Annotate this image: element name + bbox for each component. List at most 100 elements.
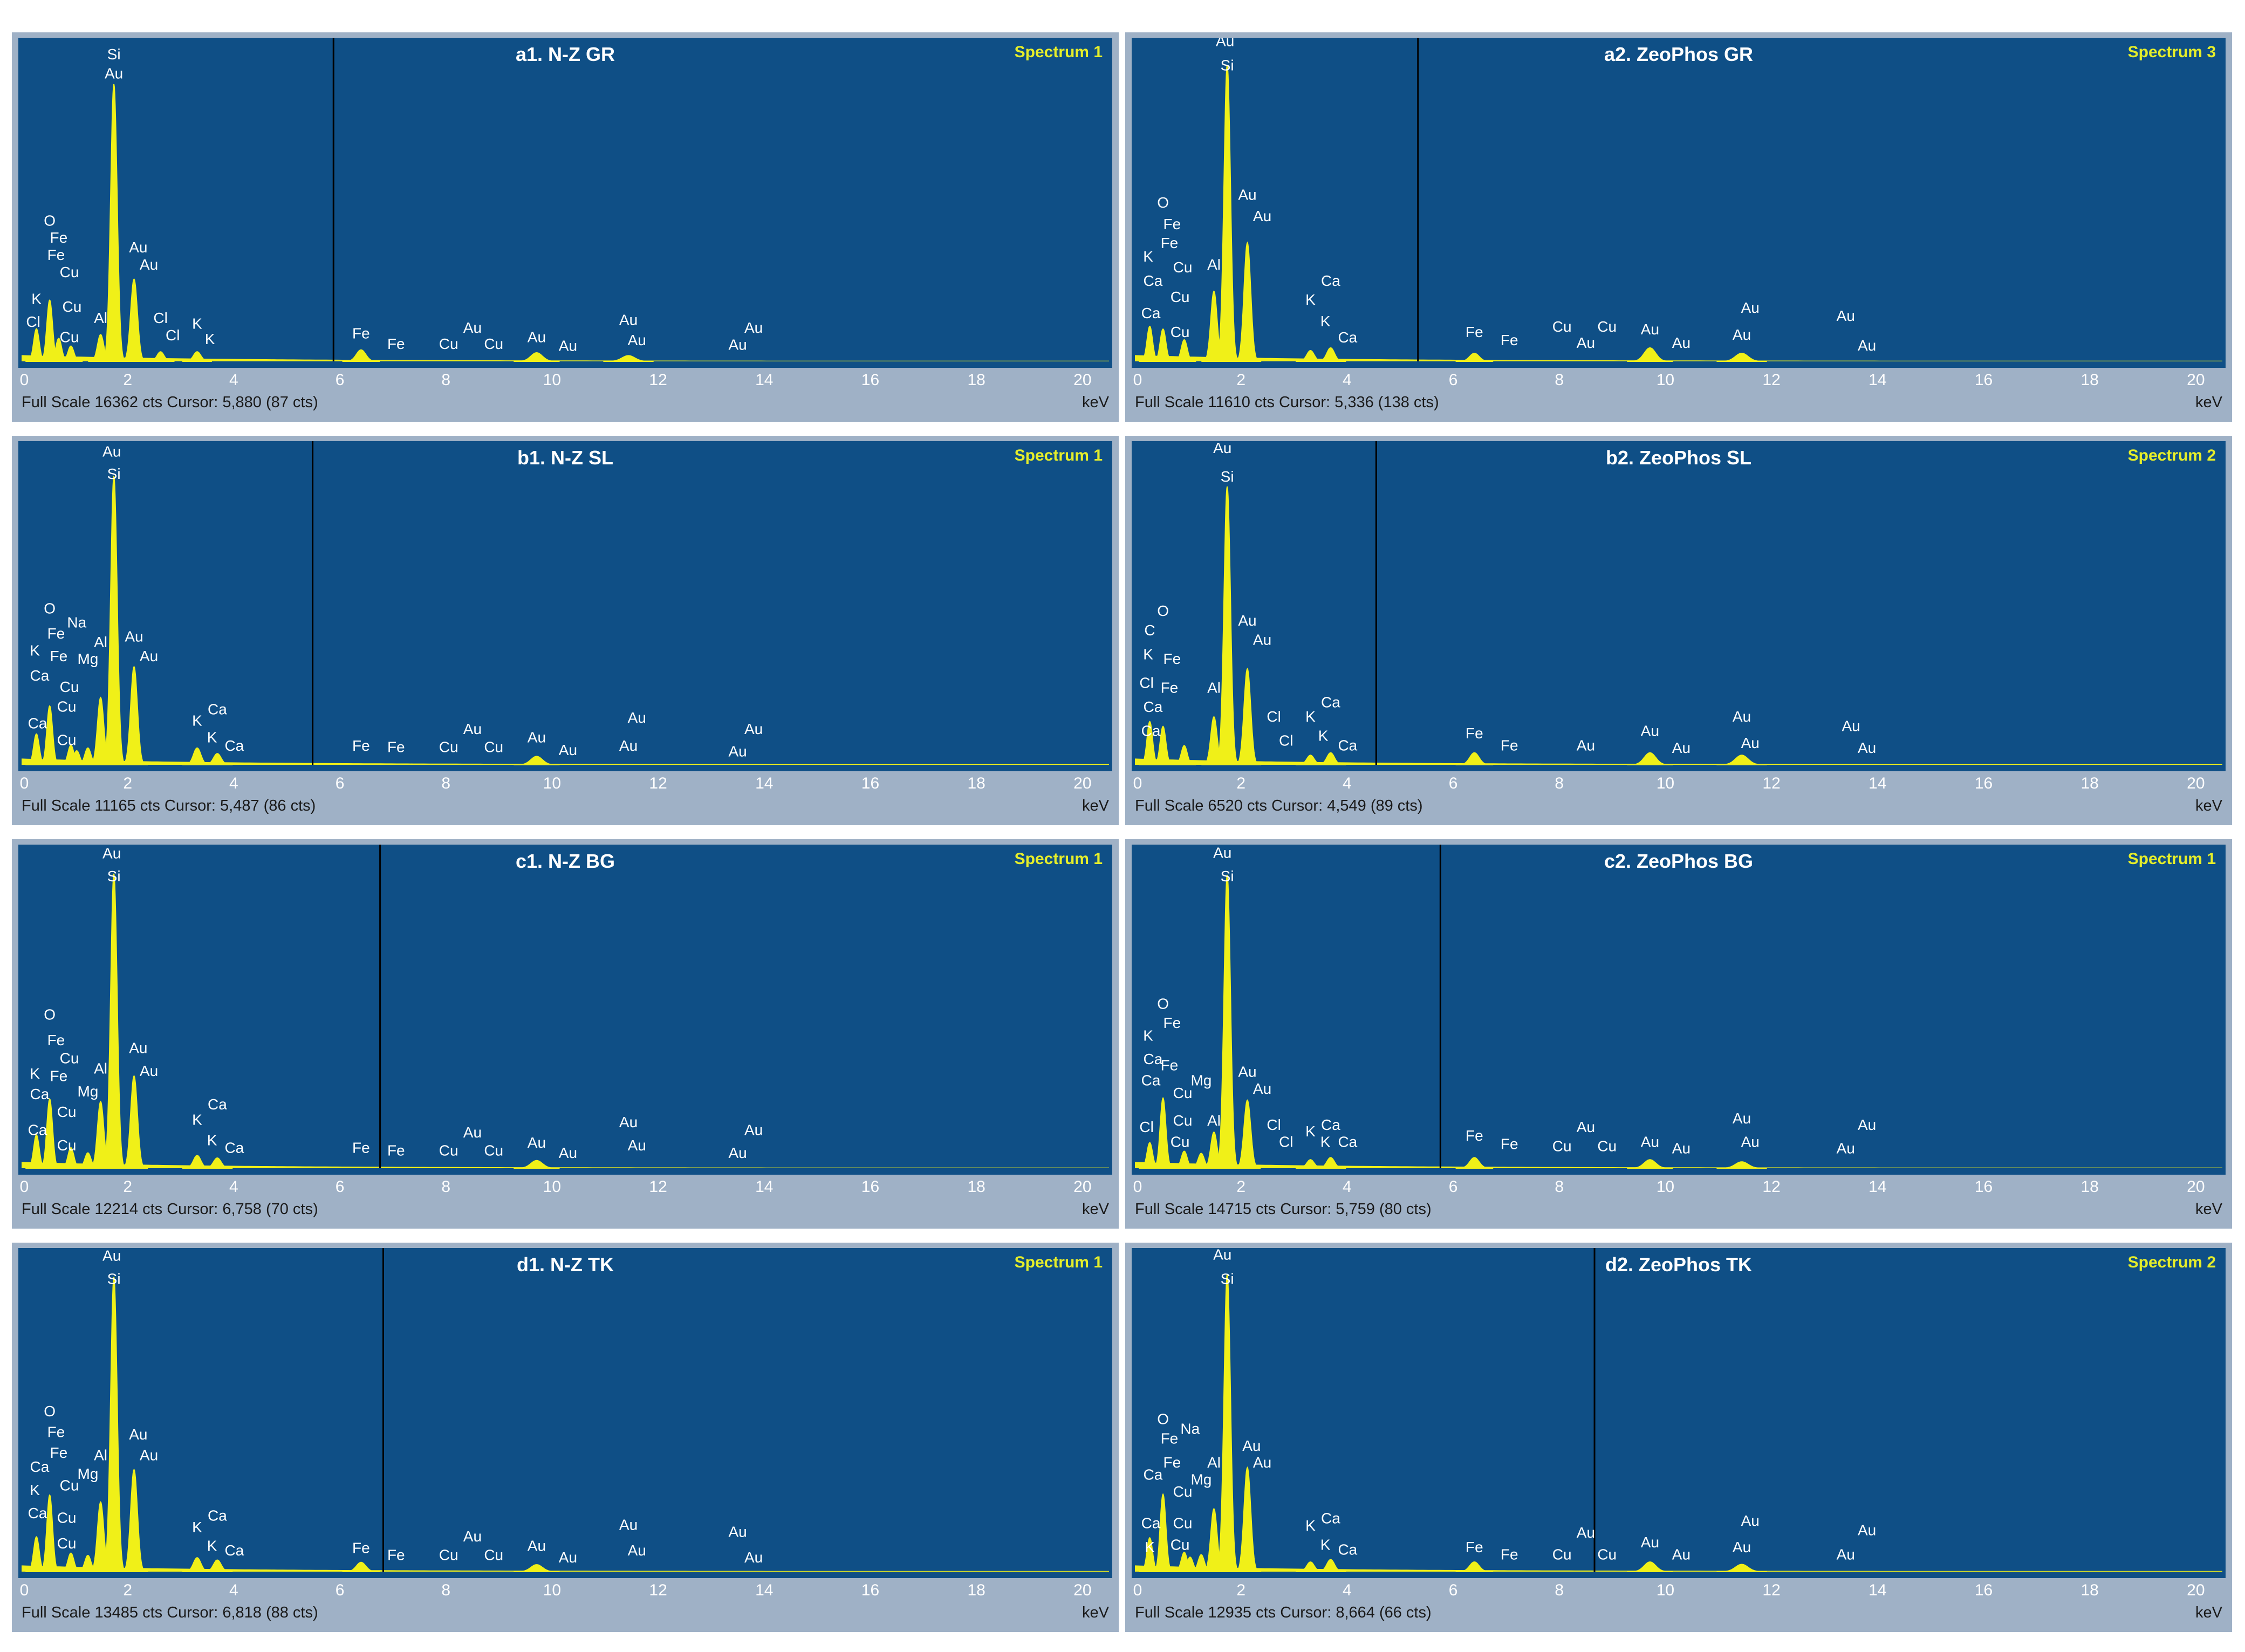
x-tick-label: 4 [229,774,238,792]
x-tick-label: 2 [123,1178,133,1196]
element-label: Cu [439,1142,458,1159]
spectrum-plot-area[interactable]: Si Au O Fe Fe Cu K Cu Cl Cu Al Au Au Cl Cl K K Fe Fe Cu Au Cu… [18,38,1112,368]
spectrum-panel: Au Si O Fe Fe Al Ca Mg Cu K Ca Cu Cu Au Au K Ca K Ca Fe Fe Cu… [12,1243,1119,1632]
element-label: Au [559,1549,577,1566]
element-label: Au [619,737,638,754]
spectrum-label: Spectrum 1 [1014,447,1103,464]
x-tick-label: 6 [335,774,345,792]
element-label: O [44,600,56,616]
element-label: Ca [1338,329,1357,346]
element-label: Al [94,1447,107,1464]
element-label: O [1157,1410,1169,1427]
element-label: Fe [352,1540,370,1557]
element-label: Au [102,1248,121,1264]
element-label: K [30,642,40,659]
element-label: Au [628,1542,646,1559]
spectrum-plot-area[interactable]: Au Si O Fe Fe K Cu Ca Cu Ca Cu Al Au Au K Ca K Ca Fe Fe Cu Au… [1132,38,2226,368]
element-label: Ca [1321,694,1340,710]
element-label: Cu [57,732,77,749]
spectrum-peak [514,1564,560,1572]
element-label: Fe [1501,1136,1518,1153]
spectrum-peak [1716,1564,1767,1572]
panel-title: a2. ZeoPhos GR [1604,43,1754,65]
element-label: Fe [47,246,65,263]
spectrum-peak [202,753,233,765]
panel-title: a1. N-Z GR [515,43,615,65]
element-label: Ca [30,667,50,684]
element-label: Au [463,1124,482,1141]
element-label: Au [1577,1524,1595,1541]
spectrum-plot-area[interactable]: Au Si O Fe K Ca Fe Ca Mg Cu Cu Al Cl Cu Au Au Cl Cl K Ca K Ca… [1132,845,2226,1175]
element-label: Au [1577,1119,1595,1135]
x-tick-label: 12 [649,1581,667,1599]
x-tick-label: 4 [229,1581,238,1599]
element-label: Au [129,1039,147,1056]
element-label: Al [1207,256,1221,273]
element-label: Fe [1466,324,1483,340]
spectrum-peak [1455,352,1494,362]
element-label: Al [1207,1112,1221,1129]
element-label: K [1143,646,1153,662]
element-label: Au [125,628,143,645]
element-label: Au [1253,1080,1271,1097]
x-axis-ticks: 0 2 4 6 8 10 12 14 16 18 20 [1132,1178,2226,1199]
element-label: Au [1741,735,1760,751]
x-tick-label: 18 [967,1581,985,1599]
element-label: Ca [1321,272,1340,289]
element-label: Cu [60,678,79,695]
element-label: Au [1213,845,1231,861]
x-tick-label: 10 [1656,774,1675,792]
element-label: Au [102,845,121,861]
x-tick-label: 12 [649,1178,667,1196]
spectrum-peak [1233,241,1262,362]
spectrum-peak [38,1494,61,1572]
x-tick-label: 10 [1656,1178,1675,1196]
element-label: Ca [1338,737,1357,753]
element-label: Cu [1597,1546,1617,1563]
element-label: Cu [1173,1483,1193,1500]
spectrum-peak [120,665,148,765]
element-label: Au [1837,1546,1855,1563]
spectrum-peak [1455,752,1494,765]
x-tick-label: 8 [441,774,451,792]
element-label: O [1157,194,1169,211]
element-label: Ca [224,1140,244,1156]
x-tick-label: 20 [1073,371,1092,389]
element-label: K [1305,1123,1316,1140]
full-scale-footer: Full Scale 11165 cts Cursor: 5,487 (86 c… [22,797,316,814]
x-unit-label: keV [2195,797,2222,814]
spectrum-plot-area[interactable]: Au Si O Fe Fe Al Ca Mg Cu K Ca Cu Cu Au Au K Ca K Ca Fe Fe Cu… [18,1248,1112,1578]
element-label: Cu [57,698,77,715]
element-label: K [192,712,202,729]
spectrum-plot-area[interactable]: Au Si O C K Fe Cl Fe Ca Ca Al Au Au Cl Cl K Ca K Ca Fe Fe Au A… [1132,441,2226,771]
spectrum-panel: Au Si O Fe Fe K Cu Ca Cu Ca Cu Al Au Au K Ca K Ca Fe Fe Cu Au… [1125,32,2232,422]
spectrum-plot-area[interactable]: Au Si O Na Fe Fe Al Au Au Ca Mg Cu Ca Cu K Cu K Ca K Ca Fe Fe… [1132,1248,2226,1578]
x-tick-label: 10 [543,774,562,792]
x-tick-label: 8 [1555,1178,1564,1196]
spectrum-peak [514,1160,560,1169]
x-tick-label: 2 [1236,1178,1246,1196]
x-tick-label: 6 [1448,774,1458,792]
spectrum-continuum [1135,1162,2222,1168]
element-label: O [1157,602,1169,619]
spectrum-plot-area[interactable]: Au Si O Na Fe K Fe Mg Al Ca Cu Cu Ca Cu Au Au K Ca K Ca Fe Fe… [18,441,1112,771]
element-label: Au [744,319,763,336]
element-label: Au [140,1447,158,1464]
element-label: Fe [47,1032,65,1048]
element-label: Fe [1466,1127,1483,1144]
element-label: Au [628,709,646,726]
element-label: Au [1741,1512,1760,1529]
x-tick-label: 6 [335,371,345,389]
element-label: K [1305,291,1316,308]
x-tick-label: 10 [1656,1581,1675,1599]
x-tick-label: 14 [1868,1178,1887,1196]
spectrum-plot-area[interactable]: Au Si O Fe Cu Fe K Ca Mg Al Cu Ca Cu Au Au K Ca K Ca Fe Fe Cu… [18,845,1112,1175]
spectrum-peak [1214,65,1241,362]
spectrum-panel: Au Si O C K Fe Cl Fe Ca Ca Al Au Au Cl Cl K Ca K Ca Fe Fe Au A… [1125,436,2232,825]
spectrum-peak [146,351,175,362]
x-tick-label: 10 [1656,371,1675,389]
element-label: Fe [1466,1539,1483,1555]
x-tick-label: 2 [1236,1581,1246,1599]
x-tick-label: 6 [1448,1178,1458,1196]
full-scale-footer: Full Scale 11610 cts Cursor: 5,336 (138 … [1135,394,1439,411]
